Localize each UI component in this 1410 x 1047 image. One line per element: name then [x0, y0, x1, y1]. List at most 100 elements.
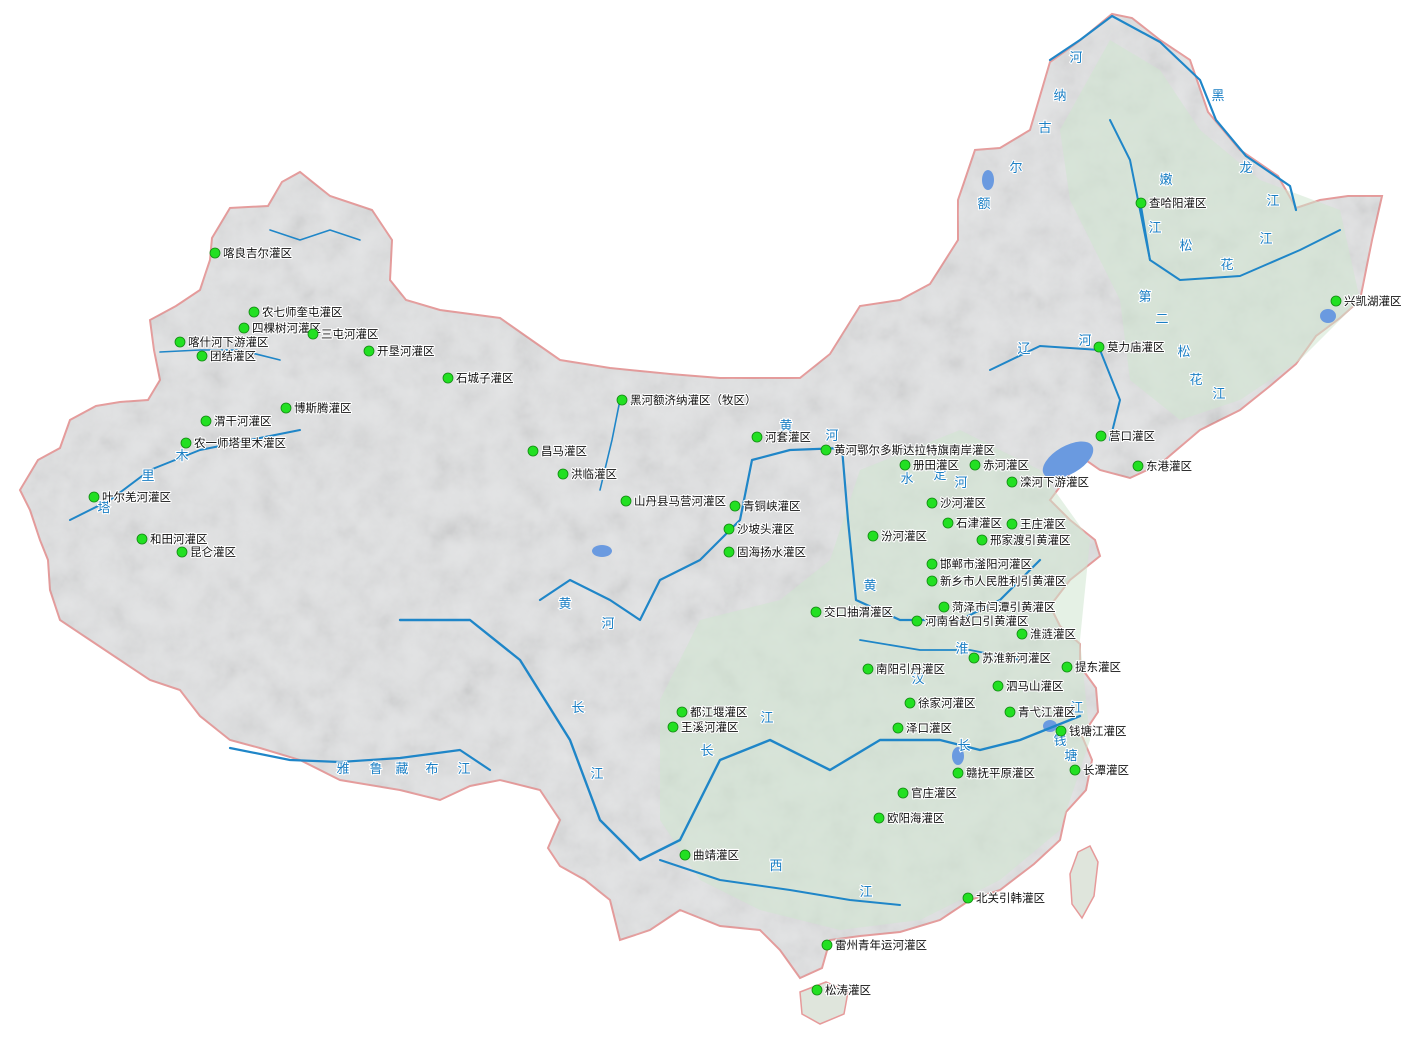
location-dot-icon[interactable]	[873, 812, 885, 824]
irrigation-district-marker[interactable]: 长潭灌区	[1069, 762, 1130, 778]
irrigation-district-marker[interactable]: 博斯腾灌区	[280, 400, 353, 416]
location-dot-icon[interactable]	[962, 892, 974, 904]
location-dot-icon[interactable]	[616, 394, 628, 406]
irrigation-district-marker[interactable]: 黄河鄂尔多斯达拉特旗南岸灌区	[820, 442, 996, 458]
location-dot-icon[interactable]	[180, 437, 192, 449]
irrigation-district-marker[interactable]: 欧阳海灌区	[873, 810, 946, 826]
irrigation-district-marker[interactable]: 昆仑灌区	[176, 544, 237, 560]
location-dot-icon[interactable]	[174, 336, 186, 348]
location-dot-icon[interactable]	[238, 322, 250, 334]
irrigation-district-marker[interactable]: 都江堰灌区	[676, 704, 749, 720]
irrigation-district-marker[interactable]: 青铜峡灌区	[729, 498, 802, 514]
location-dot-icon[interactable]	[1093, 341, 1105, 353]
location-dot-icon[interactable]	[557, 468, 569, 480]
irrigation-district-marker[interactable]: 查哈阳灌区	[1135, 195, 1208, 211]
irrigation-district-marker[interactable]: 钱塘江灌区	[1055, 723, 1128, 739]
irrigation-district-marker[interactable]: 王溪河灌区	[667, 719, 740, 735]
location-dot-icon[interactable]	[811, 984, 823, 996]
location-dot-icon[interactable]	[867, 530, 879, 542]
location-dot-icon[interactable]	[1016, 628, 1028, 640]
location-dot-icon[interactable]	[1330, 295, 1342, 307]
irrigation-district-marker[interactable]: 和田河灌区	[136, 531, 209, 547]
location-dot-icon[interactable]	[810, 606, 822, 618]
irrigation-district-marker[interactable]: 邯郸市滏阳河灌区	[926, 556, 1033, 572]
irrigation-district-marker[interactable]: 雷州青年运河灌区	[821, 937, 928, 953]
irrigation-district-marker[interactable]: 开垦河灌区	[363, 343, 436, 359]
irrigation-district-marker[interactable]: 东港灌区	[1132, 458, 1193, 474]
irrigation-district-marker[interactable]: 松涛灌区	[811, 982, 872, 998]
location-dot-icon[interactable]	[976, 534, 988, 546]
irrigation-district-marker[interactable]: 四棵树河灌区	[238, 320, 322, 336]
irrigation-district-marker[interactable]: 赣抚平原灌区	[952, 765, 1036, 781]
location-dot-icon[interactable]	[196, 350, 208, 362]
location-dot-icon[interactable]	[899, 459, 911, 471]
location-dot-icon[interactable]	[723, 546, 735, 558]
irrigation-district-marker[interactable]: 固海扬水灌区	[723, 544, 807, 560]
location-dot-icon[interactable]	[904, 697, 916, 709]
location-dot-icon[interactable]	[926, 497, 938, 509]
irrigation-district-marker[interactable]: 菏泽市闫潭引黄灌区	[938, 599, 1057, 615]
irrigation-district-marker[interactable]: 兴凯湖灌区	[1330, 293, 1403, 309]
irrigation-district-marker[interactable]: 喀良吉尔灌区	[209, 245, 293, 261]
location-dot-icon[interactable]	[942, 517, 954, 529]
irrigation-district-marker[interactable]: 提东灌区	[1061, 659, 1122, 675]
location-dot-icon[interactable]	[280, 402, 292, 414]
location-dot-icon[interactable]	[911, 615, 923, 627]
location-dot-icon[interactable]	[1006, 518, 1018, 530]
location-dot-icon[interactable]	[1061, 661, 1073, 673]
location-dot-icon[interactable]	[1006, 476, 1018, 488]
irrigation-district-marker[interactable]: 官庄灌区	[897, 785, 958, 801]
irrigation-district-marker[interactable]: 团结灌区	[196, 348, 257, 364]
irrigation-district-marker[interactable]: 南阳引丹灌区	[862, 661, 946, 677]
irrigation-district-marker[interactable]: 苏淮新河灌区	[968, 650, 1052, 666]
location-dot-icon[interactable]	[969, 459, 981, 471]
location-dot-icon[interactable]	[679, 849, 691, 861]
location-dot-icon[interactable]	[926, 558, 938, 570]
irrigation-district-marker[interactable]: 曲靖灌区	[679, 847, 740, 863]
irrigation-district-marker[interactable]: 王庄灌区	[1006, 516, 1067, 532]
irrigation-district-marker[interactable]: 沙坡头灌区	[723, 521, 796, 537]
irrigation-district-marker[interactable]: 昌马灌区	[527, 443, 588, 459]
location-dot-icon[interactable]	[1069, 764, 1081, 776]
irrigation-district-marker[interactable]: 沙河灌区	[926, 495, 987, 511]
location-dot-icon[interactable]	[1132, 460, 1144, 472]
location-dot-icon[interactable]	[926, 575, 938, 587]
irrigation-district-marker[interactable]: 册田灌区	[899, 457, 960, 473]
location-dot-icon[interactable]	[897, 787, 909, 799]
location-dot-icon[interactable]	[820, 444, 832, 456]
irrigation-district-marker[interactable]: 农七师奎屯灌区	[248, 304, 344, 320]
location-dot-icon[interactable]	[676, 706, 688, 718]
location-dot-icon[interactable]	[248, 306, 260, 318]
location-dot-icon[interactable]	[1004, 706, 1016, 718]
irrigation-district-marker[interactable]: 新乡市人民胜利引黄灌区	[926, 573, 1068, 589]
irrigation-district-marker[interactable]: 淮涟灌区	[1016, 626, 1077, 642]
location-dot-icon[interactable]	[307, 328, 319, 340]
irrigation-district-marker[interactable]: 汾河灌区	[867, 528, 928, 544]
location-dot-icon[interactable]	[1135, 197, 1147, 209]
location-dot-icon[interactable]	[88, 491, 100, 503]
irrigation-district-marker[interactable]: 黑河额济纳灌区（牧区）	[616, 392, 758, 408]
location-dot-icon[interactable]	[527, 445, 539, 457]
location-dot-icon[interactable]	[209, 247, 221, 259]
irrigation-district-marker[interactable]: 泗马山灌区	[992, 678, 1065, 694]
irrigation-district-marker[interactable]: 石津灌区	[942, 515, 1003, 531]
location-dot-icon[interactable]	[723, 523, 735, 535]
location-dot-icon[interactable]	[729, 500, 741, 512]
irrigation-district-marker[interactable]: 青弋江灌区	[1004, 704, 1077, 720]
irrigation-district-marker[interactable]: 农一师塔里木灌区	[180, 435, 287, 451]
irrigation-district-marker[interactable]: 交口抽渭灌区	[810, 604, 894, 620]
irrigation-district-marker[interactable]: 石城子灌区	[442, 370, 515, 386]
irrigation-district-marker[interactable]: 邢家渡引黄灌区	[976, 532, 1072, 548]
location-dot-icon[interactable]	[667, 721, 679, 733]
irrigation-district-marker[interactable]: 河南省赵口引黄灌区	[911, 613, 1030, 629]
irrigation-district-marker[interactable]: 滦河下游灌区	[1006, 474, 1090, 490]
irrigation-district-marker[interactable]: 北关引韩灌区	[962, 890, 1046, 906]
location-dot-icon[interactable]	[892, 722, 904, 734]
location-dot-icon[interactable]	[821, 939, 833, 951]
irrigation-district-marker[interactable]: 三屯河灌区	[307, 326, 380, 342]
location-dot-icon[interactable]	[200, 415, 212, 427]
location-dot-icon[interactable]	[952, 767, 964, 779]
irrigation-district-marker[interactable]: 莫力庙灌区	[1093, 339, 1166, 355]
location-dot-icon[interactable]	[938, 601, 950, 613]
irrigation-district-marker[interactable]: 洪临灌区	[557, 466, 618, 482]
